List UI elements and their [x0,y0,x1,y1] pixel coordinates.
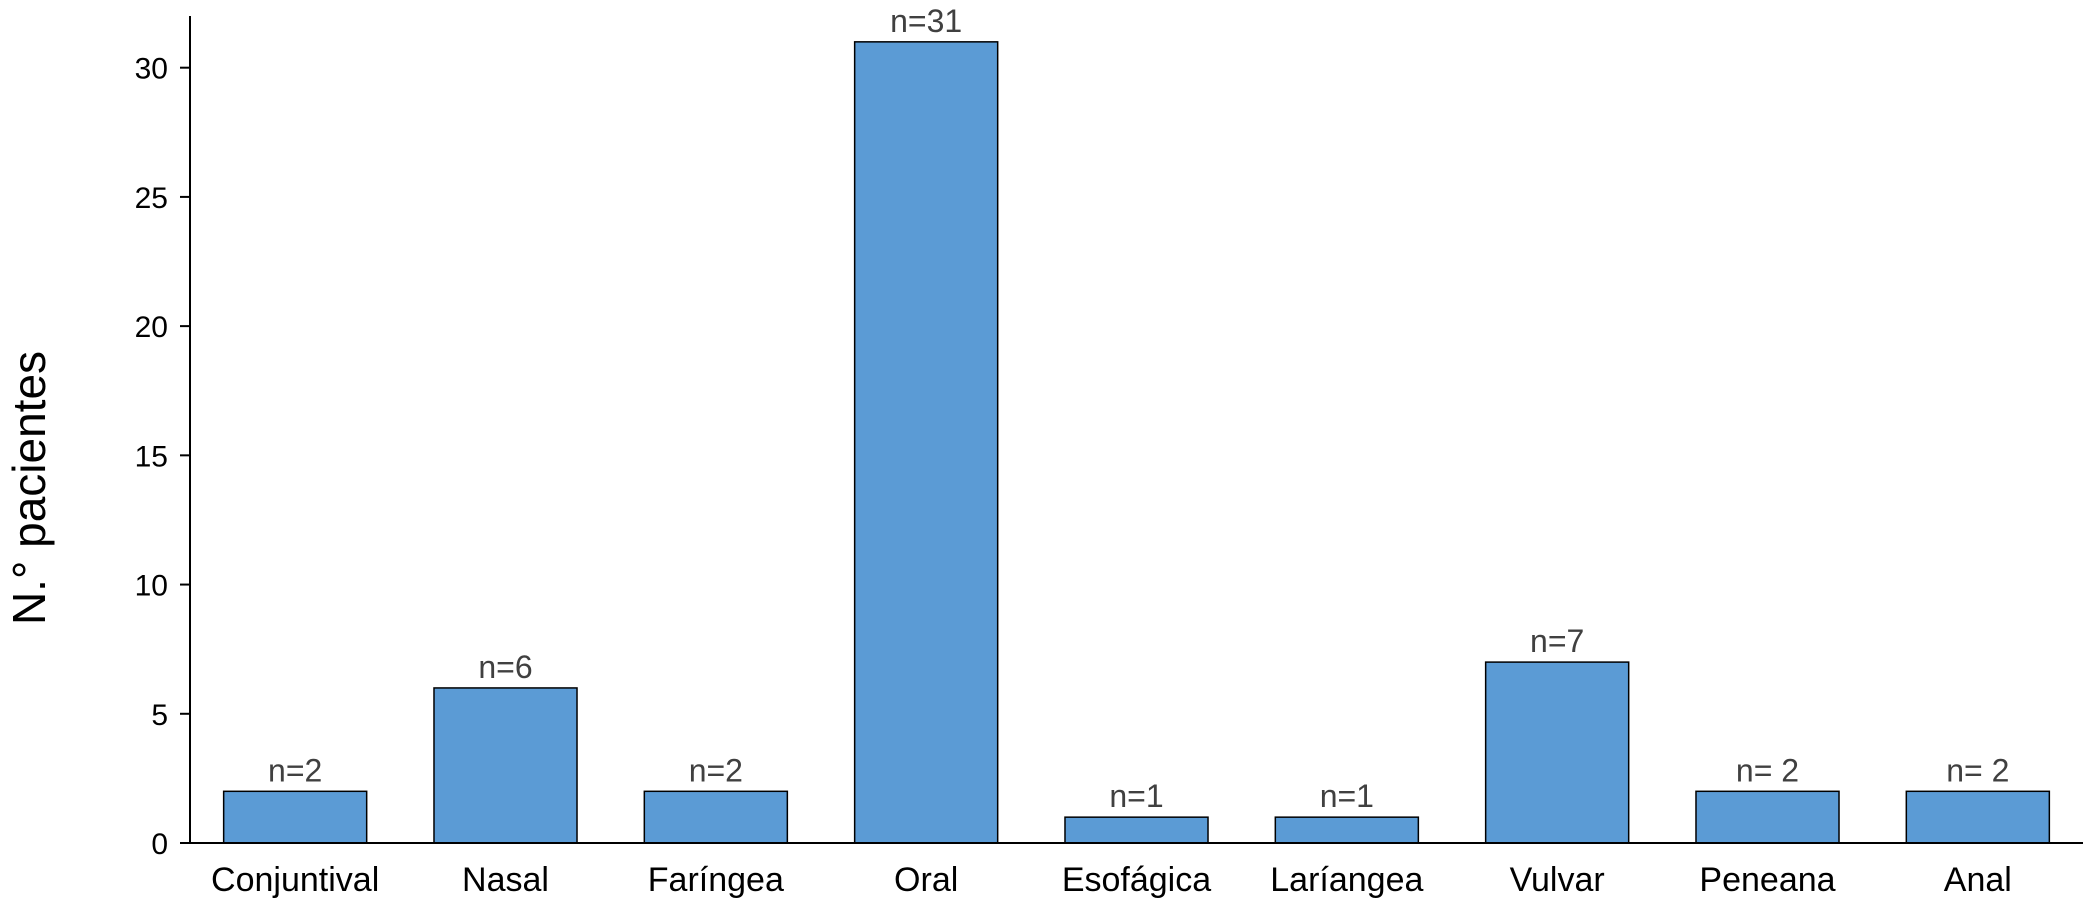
y-axis: 0 5 10 15 20 25 30 [135,16,191,861]
bar-anal [1905,790,2051,844]
y-tick-label: 15 [135,440,168,473]
y-tick-label: 20 [135,311,168,344]
x-tick-label: Esofágica [1062,861,1211,899]
data-label-vulvar: n=7 [1530,623,1584,659]
y-tick-label: 10 [135,570,168,603]
data-label-conjuntival: n=2 [268,752,322,788]
x-tick-label: Peneana [1699,861,1835,899]
data-label-oral: n=31 [890,3,962,39]
x-tick-label: Nasal [462,861,549,899]
bar-vulvar [1484,661,1630,844]
y-tick-label: 5 [151,699,168,732]
bar-conjuntival [222,790,368,844]
data-label-laríangea: n=1 [1320,778,1374,814]
bar-faríngea [643,790,789,844]
data-labels-group: n=2 n=6 n=2 n=31 n=1 n=1 n=7 n= 2 n= 2 [268,3,2009,814]
x-tick-label: Conjuntival [211,861,379,899]
bar-peneana [1695,790,1840,844]
y-tick-label: 0 [151,828,168,861]
y-axis-title: N.° pacientes [3,351,55,625]
x-tick-label: Anal [1944,861,2012,899]
bar-laríangea [1274,816,1420,844]
x-tick-label: Faríngea [648,861,784,899]
data-label-esofágica: n=1 [1109,778,1163,814]
data-label-nasal: n=6 [478,649,532,685]
bar-esofágica [1064,816,1209,844]
data-label-anal: n= 2 [1946,752,2009,788]
x-tick-label: Laríangea [1270,861,1423,899]
bar-nasal [433,687,578,844]
data-label-peneana: n= 2 [1736,752,1799,788]
x-tick-label: Vulvar [1510,861,1605,899]
y-tick-label: 30 [135,53,168,86]
x-tick-label: Oral [894,861,958,899]
y-tick-label: 25 [135,182,168,215]
x-axis: Conjuntival Nasal Faríngea Oral Esofágica Lar… [190,842,2083,899]
data-label-faríngea: n=2 [689,752,743,788]
bar-oral [853,41,999,844]
bars-group [222,41,2051,844]
